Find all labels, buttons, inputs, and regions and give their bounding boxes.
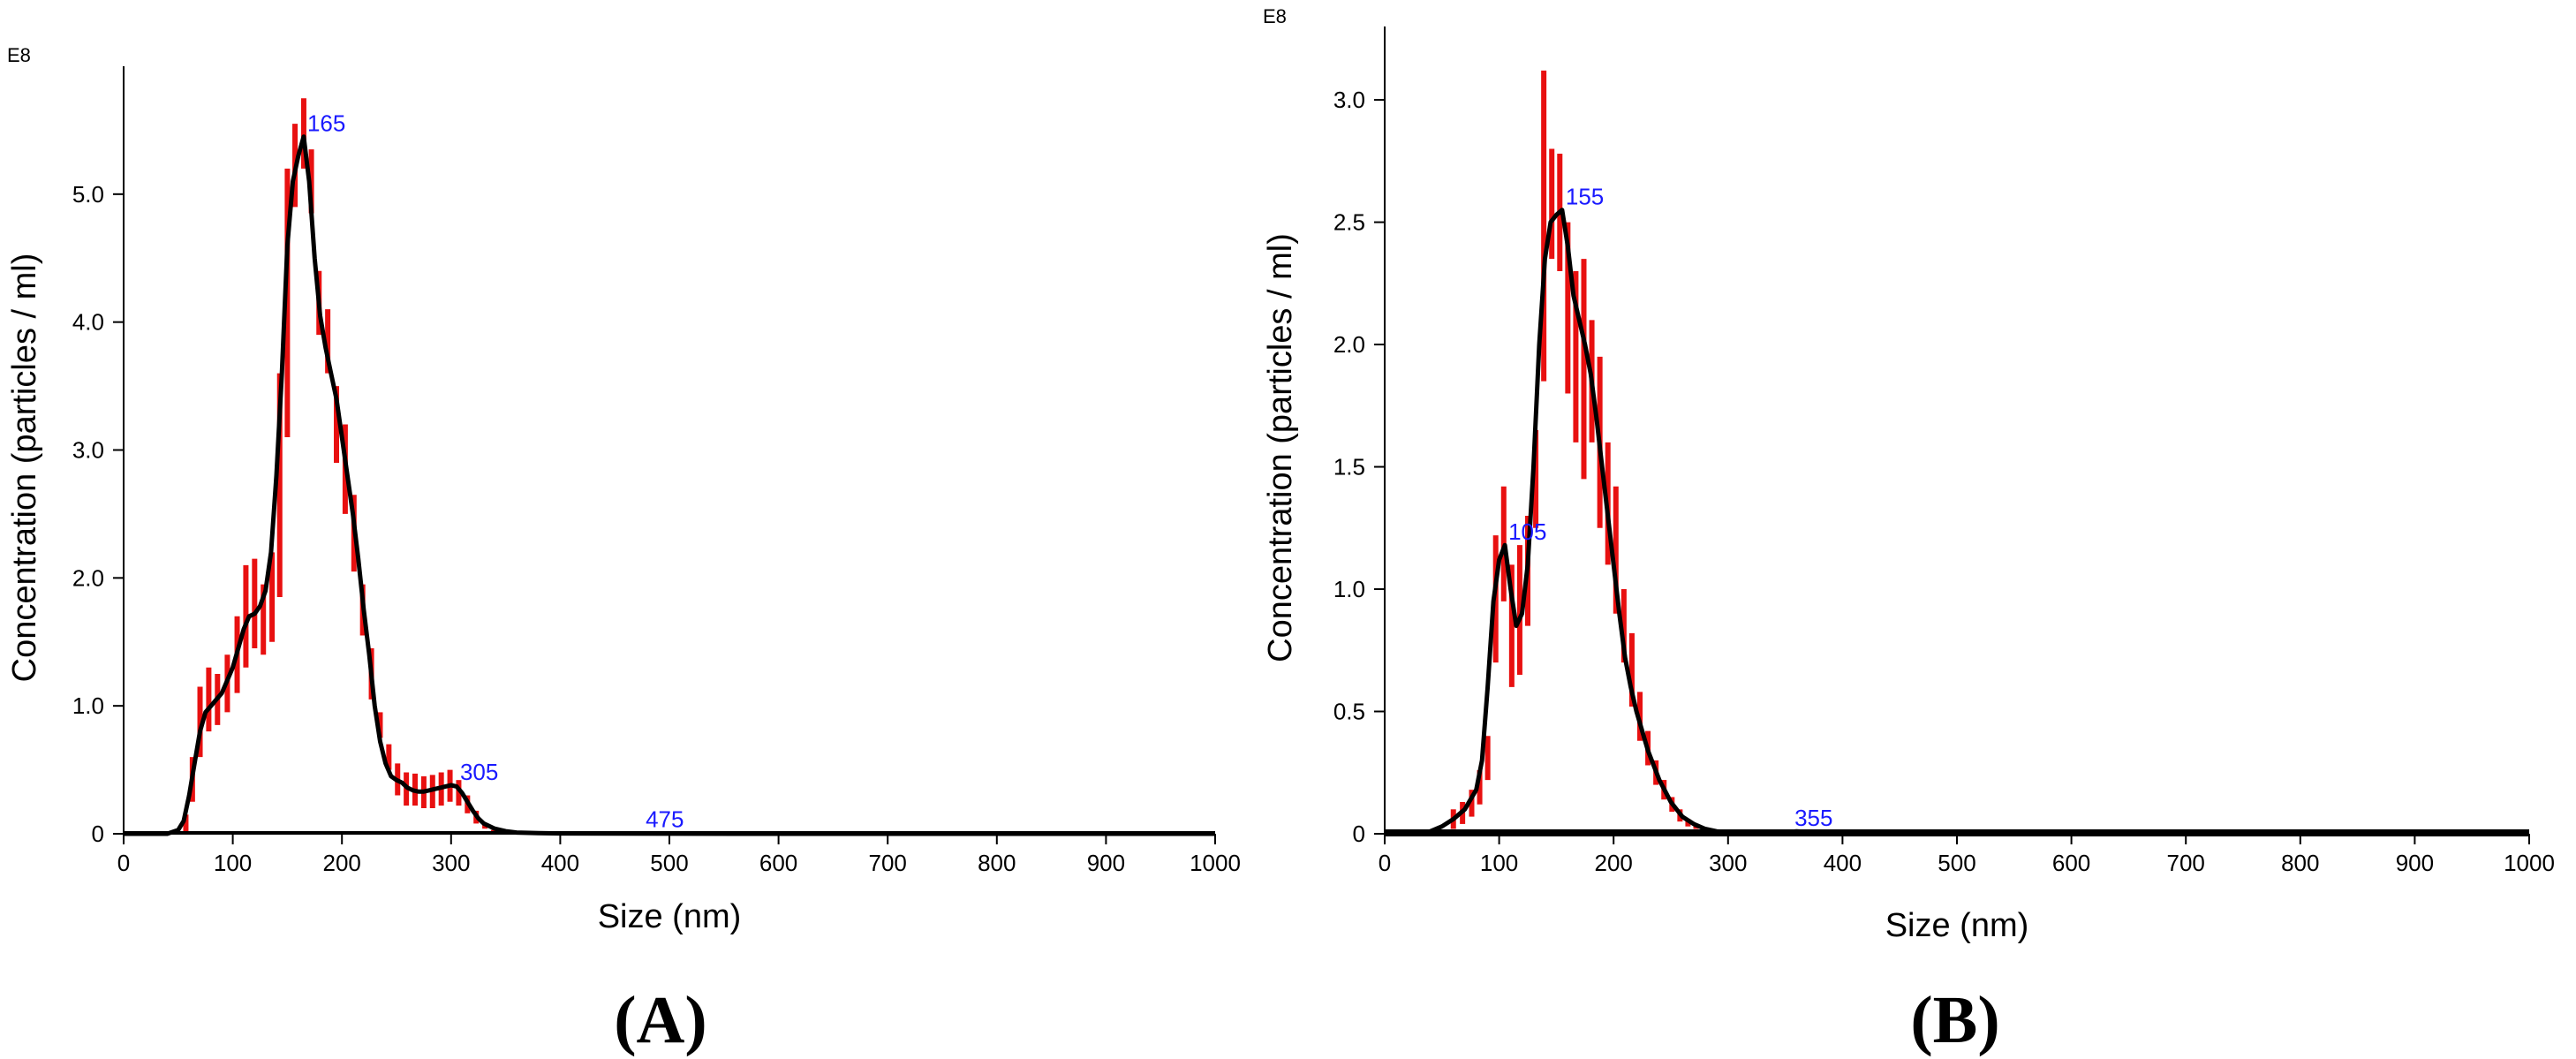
chart-1-x-axis-title: Size (nm) [1885,907,2029,944]
chart-0-y-tick-label: 2.0 [72,564,104,591]
chart-1-y-axis-title: Concentration (particles / ml) [1262,233,1299,662]
chart-1-y-tick-label: 1.0 [1333,576,1365,602]
chart-0-x-tick-label: 0 [117,850,130,876]
chart-0-x-tick-label: 500 [650,850,688,876]
chart-0-peak-label: 305 [460,759,498,785]
chart-0-x-tick-label: 400 [541,850,579,876]
chart-1-x-tick-label: 700 [2167,850,2205,876]
chart-1-peak-label: 355 [1794,805,1832,831]
chart-0-peak-label: 475 [646,806,684,833]
chart-panel-b: 0 100 200 300 400 500 600 700 800 900 1000 0 0.5 1.0 1… [1262,5,2555,1057]
chart-1-y-tick-label: 2.0 [1333,331,1365,358]
chart-0-x-tick-label: 300 [432,850,470,876]
chart-0-y-axis-title: Concentration (particles / ml) [6,253,43,683]
chart-0-y-tick-label: 4.0 [72,309,104,336]
chart-0-y-tick-label: 3.0 [72,437,104,464]
chart-1-series-line [1385,208,2529,836]
chart-0-y-tick-label: 5.0 [72,181,104,208]
chart-1-y-tick-label: 0 [1353,821,1365,847]
chart-1-x-tick-label: 1000 [2504,850,2555,876]
chart-1-x-tick-label: 100 [1480,850,1518,876]
chart-1-peak-label: 105 [1508,518,1546,545]
chart-0-y-exponent-label: E8 [7,44,31,66]
chart-0-x-tick-label: 1000 [1190,850,1241,876]
chart-1-y-tick-label: 3.0 [1333,87,1365,113]
chart-1-x-tick-label: 300 [1709,850,1747,876]
chart-1-x-tick-label: 500 [1938,850,1975,876]
chart-0-peak-label: 165 [307,110,345,137]
chart-0-y-tick-label: 1.0 [72,692,104,719]
chart-0-x-axis-title: Size (nm) [598,898,742,935]
chart-1-x-tick-label: 0 [1379,850,1391,876]
chart-0-panel-label: (A) [614,983,707,1057]
chart-0-x-tick-label: 600 [759,850,797,876]
chart-0-x-tick-label: 200 [323,850,361,876]
chart-1-x-tick-label: 600 [2052,850,2090,876]
chart-1-y-tick-label: 2.5 [1333,209,1365,236]
chart-1-peak-label: 155 [1566,184,1604,210]
chart-1-y-tick-label: 1.5 [1333,454,1365,480]
chart-1-x-tick-label: 900 [2396,850,2434,876]
chart-0-x-tick-label: 800 [978,850,1016,876]
chart-1-x-tick-label: 400 [1824,850,1862,876]
chart-1-x-tick-label: 200 [1595,850,1633,876]
chart-1-y-exponent-label: E8 [1263,5,1287,27]
chart-1-x-tick-label: 800 [2281,850,2319,876]
chart-1-panel-label: (B) [1910,983,1999,1057]
chart-1-y-tick-label: 0.5 [1333,699,1365,725]
chart-0-series-line [124,134,1215,836]
chart-0-x-tick-label: 700 [869,850,907,876]
chart-0-x-tick-label: 900 [1087,850,1125,876]
chart-0-y-tick-label: 0 [92,821,104,847]
chart-0-x-tick-label: 100 [214,850,252,876]
chart-panel-a: 0 100 200 300 400 500 600 700 800 900 1000 0 1.0 2.0 3… [6,44,1241,1057]
